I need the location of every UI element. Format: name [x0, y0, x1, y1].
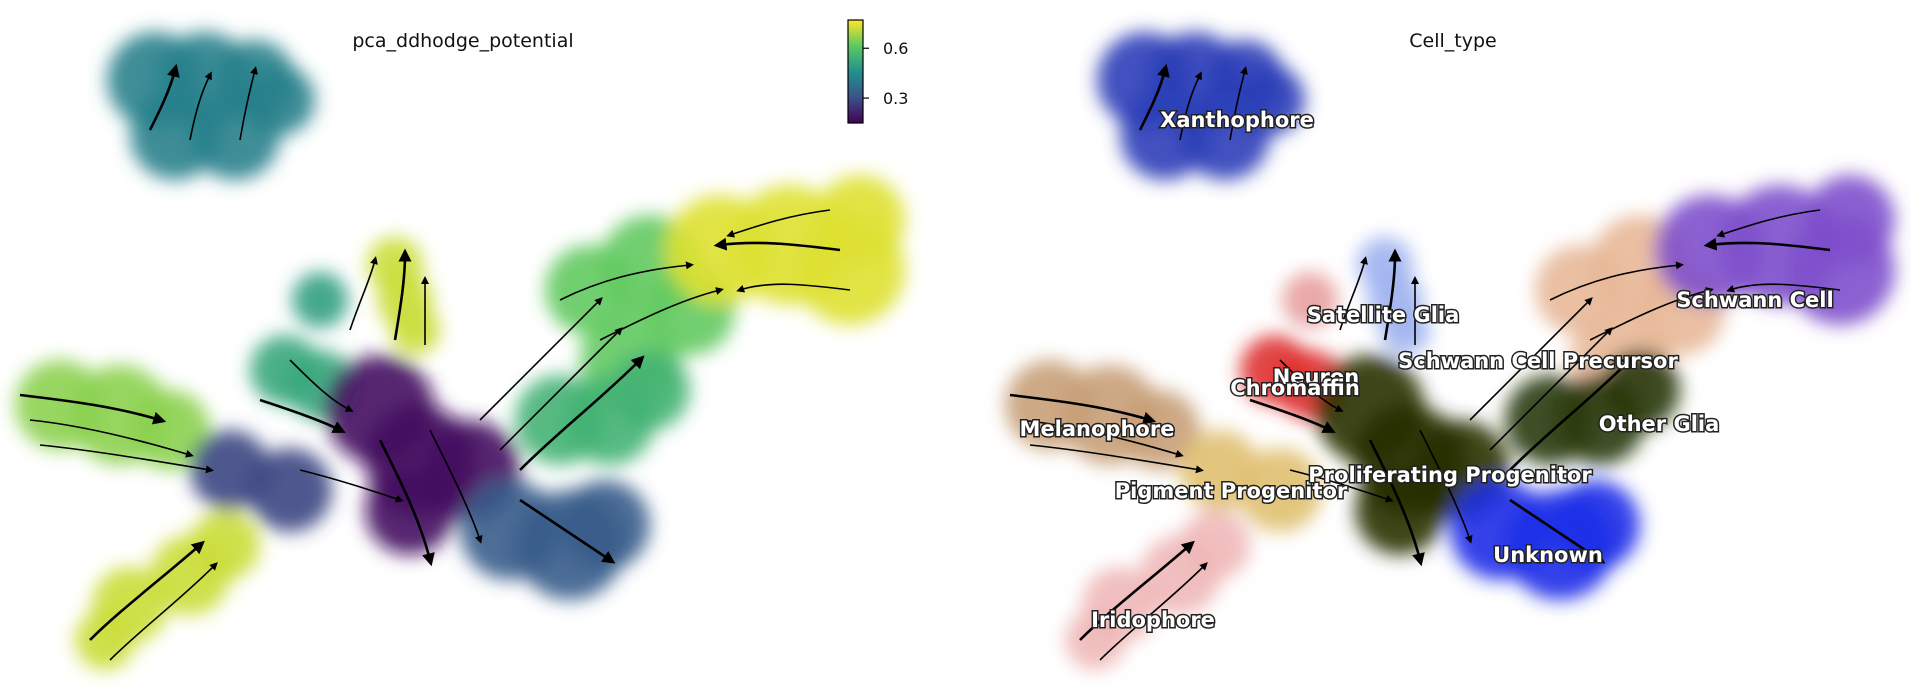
left-streamlines [19, 63, 851, 661]
velocity-streamline [289, 359, 354, 412]
velocity-streamline [1339, 256, 1368, 331]
velocity-streamline [429, 429, 483, 544]
velocity-streamline [29, 419, 194, 458]
velocity-streamline [378, 439, 435, 567]
velocity-streamline [259, 398, 346, 433]
velocity-streamline [1489, 327, 1613, 451]
velocity-streamline [736, 283, 851, 293]
left-panel-title: pca_ddhodge_potential [352, 30, 574, 52]
velocity-streamline [393, 248, 412, 341]
velocity-streamline [148, 63, 180, 131]
velocity-streamline [1229, 66, 1248, 141]
colorbar-ticks: 0.6 0.3 [863, 39, 908, 108]
velocity-streamline [1009, 393, 1157, 425]
velocity-streamline [1716, 209, 1821, 238]
velocity-streamline [1383, 248, 1402, 341]
velocity-streamline [519, 498, 616, 564]
velocity-streamline [519, 355, 645, 471]
left-embedding [15, 32, 905, 670]
velocity-streamline [299, 469, 404, 503]
point-cloud-satellite-glia [390, 305, 440, 355]
point-cloud-iridophore [1065, 610, 1125, 670]
point-cloud-pigment-progenitor [1238, 448, 1322, 532]
cluster-label-neuron: Neuron [1273, 365, 1360, 389]
point-cloud-xanthophore [1235, 65, 1305, 135]
point-cloud-unknown [560, 480, 650, 570]
velocity-streamline [479, 297, 603, 421]
right-panel-title: Cell_type [1409, 30, 1497, 52]
point-cloud-iridophore [190, 510, 260, 580]
cluster-label-other-glia: Other Glia [1599, 412, 1720, 436]
point-cloud-neuron [1282, 272, 1338, 328]
velocity-streamline [1179, 71, 1202, 141]
velocity-streamline [349, 256, 378, 331]
velocity-streamline [1589, 287, 1714, 341]
colorbar-tick-label: 0.3 [883, 89, 908, 108]
velocity-streamline [1509, 498, 1606, 564]
point-cloud-iridophore [75, 610, 135, 670]
velocity-streamline [1469, 297, 1593, 421]
point-cloud-melanophore [130, 390, 210, 470]
velocity-streamline [1289, 469, 1394, 503]
velocity-streamline [726, 209, 831, 238]
cluster-label-schwann-cell: Schwann Cell [1676, 288, 1833, 312]
velocity-streamline [1703, 237, 1831, 252]
point-cloud-schwann-cell [815, 175, 905, 265]
velocity-streamline [1099, 562, 1208, 661]
velocity-streamline [1726, 283, 1841, 293]
velocity-streamline [1079, 540, 1195, 641]
velocity-streamline [239, 66, 258, 141]
point-cloud-schwann-cell [1805, 175, 1895, 265]
velocity-streamline [1419, 429, 1473, 544]
cluster-label-iridophore: Iridophore [1091, 608, 1215, 632]
cluster-label-pigment-progenitor: Pigment Progenitor [1115, 479, 1348, 503]
cluster-label-proliferating-progenitor: Proliferating Progenitor [1308, 463, 1592, 487]
velocity-streamline [1029, 444, 1204, 474]
point-cloud-proliferating-progenitor [1355, 465, 1445, 555]
velocity-streamline [1549, 261, 1684, 301]
velocity-streamline [19, 393, 167, 425]
point-cloud-unknown [1550, 480, 1640, 570]
colorbar [847, 19, 864, 124]
cluster-label-unknown: Unknown [1493, 543, 1603, 567]
point-cloud-neuron [292, 272, 348, 328]
velocity-streamline [499, 327, 623, 451]
velocity-streamline [1368, 439, 1425, 567]
right-streamlines [1009, 63, 1841, 661]
point-cloud-melanophore [1120, 390, 1200, 470]
velocity-streamline [89, 540, 205, 641]
velocity-streamline [1509, 355, 1635, 471]
velocity-streamline [559, 261, 694, 301]
velocity-streamline [39, 444, 214, 474]
velocity-streamline [1249, 398, 1336, 433]
cluster-label-satellite-glia: Satellite Glia [1307, 303, 1460, 327]
cluster-label-chromaffin: Chromaffin [1230, 376, 1360, 400]
velocity-streamline [189, 71, 212, 141]
velocity-streamline [713, 237, 841, 252]
velocity-streamline [109, 562, 218, 661]
point-cloud-proliferating-progenitor [365, 465, 455, 555]
velocity-streamline [599, 287, 724, 341]
colorbar-tick-label: 0.6 [883, 39, 908, 58]
point-cloud-other-glia [610, 350, 690, 430]
point-cloud-iridophore [1180, 510, 1250, 580]
cluster-label-schwann-cell-precursor: Schwann Cell Precursor [1398, 349, 1678, 373]
right-cluster-labels: Xanthophore Satellite Glia NeuronChromaffi… [1018, 107, 1835, 634]
point-cloud-xanthophore [245, 65, 315, 135]
cluster-label-melanophore: Melanophore [1020, 417, 1175, 441]
cluster-label-xanthophore: Xanthophore [1160, 108, 1314, 132]
point-cloud-pigment-progenitor [248, 448, 332, 532]
point-cloud-satellite-glia [1380, 305, 1430, 355]
velocity-streamline [1279, 359, 1344, 412]
velocity-streamline [1138, 63, 1170, 131]
velocity-streamline [1019, 419, 1184, 458]
